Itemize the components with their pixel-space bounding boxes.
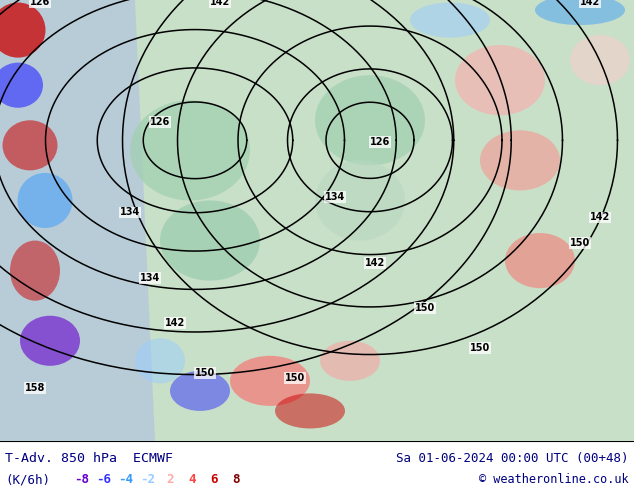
Ellipse shape	[275, 393, 345, 428]
Text: © weatheronline.co.uk: © weatheronline.co.uk	[479, 473, 629, 486]
Ellipse shape	[455, 45, 545, 115]
Text: 150: 150	[285, 373, 305, 383]
Ellipse shape	[160, 200, 260, 281]
Text: T-Adv. 850 hPa  ECMWF: T-Adv. 850 hPa ECMWF	[5, 452, 173, 465]
Text: 142: 142	[210, 0, 230, 7]
Ellipse shape	[505, 233, 575, 288]
Text: 126: 126	[30, 0, 50, 7]
Ellipse shape	[135, 338, 185, 383]
Text: 142: 142	[580, 0, 600, 7]
Text: 150: 150	[415, 303, 436, 313]
Ellipse shape	[3, 120, 58, 171]
Ellipse shape	[315, 75, 425, 166]
Text: 142: 142	[365, 258, 385, 268]
Text: 142: 142	[165, 318, 185, 328]
Ellipse shape	[0, 63, 43, 108]
Ellipse shape	[20, 316, 80, 366]
Ellipse shape	[410, 2, 490, 38]
Text: 134: 134	[325, 193, 346, 202]
Ellipse shape	[535, 0, 625, 25]
Ellipse shape	[480, 130, 560, 191]
Ellipse shape	[0, 2, 46, 58]
Text: 126: 126	[150, 117, 171, 127]
Text: 142: 142	[590, 213, 611, 222]
Text: (K/6h): (K/6h)	[5, 473, 50, 486]
Ellipse shape	[18, 173, 72, 228]
Text: -4: -4	[119, 473, 134, 486]
Text: 150: 150	[470, 343, 490, 353]
Ellipse shape	[130, 100, 250, 200]
Ellipse shape	[570, 35, 630, 85]
Polygon shape	[0, 0, 155, 441]
Text: 150: 150	[570, 238, 590, 247]
Text: 158: 158	[25, 383, 46, 393]
Text: -6: -6	[96, 473, 112, 486]
Text: -2: -2	[141, 473, 155, 486]
Text: 134: 134	[140, 272, 160, 283]
Text: 2: 2	[166, 473, 174, 486]
Text: 126: 126	[370, 137, 391, 147]
Ellipse shape	[320, 341, 380, 381]
Text: 8: 8	[232, 473, 240, 486]
Text: 150: 150	[195, 368, 216, 378]
Text: 6: 6	[210, 473, 217, 486]
Ellipse shape	[230, 356, 310, 406]
Ellipse shape	[10, 241, 60, 301]
Text: -8: -8	[75, 473, 89, 486]
Ellipse shape	[315, 160, 405, 241]
Ellipse shape	[170, 371, 230, 411]
Text: 134: 134	[120, 207, 140, 218]
Text: Sa 01-06-2024 00:00 UTC (00+48): Sa 01-06-2024 00:00 UTC (00+48)	[396, 452, 629, 465]
Text: 4: 4	[188, 473, 196, 486]
